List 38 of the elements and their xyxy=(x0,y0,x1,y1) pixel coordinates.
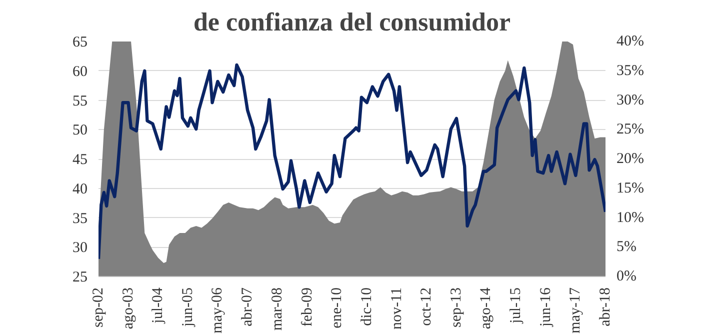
y2-tick-label: 0% xyxy=(616,268,636,284)
y2-tick-label: 40% xyxy=(616,34,644,50)
x-tick-label: ago-03 xyxy=(120,287,136,330)
chart-title: de confianza del consumidor xyxy=(193,8,511,36)
y2-tick-label: 35% xyxy=(616,62,644,79)
x-tick-label: may-17 xyxy=(568,287,584,334)
x-tick-label: ene-10 xyxy=(329,288,346,328)
y2-tick-label: 30% xyxy=(616,92,644,108)
x-tick-label: sep-13 xyxy=(448,287,464,328)
y-tick-label: 65 xyxy=(72,34,88,50)
x-tick-label: ago-14 xyxy=(478,287,494,330)
x-tick-label: abr-07 xyxy=(240,287,256,326)
y2-tick-label: 20% xyxy=(616,151,644,167)
y-tick-label: 50 xyxy=(72,122,88,139)
x-tick-label: may-06 xyxy=(210,287,226,334)
x-tick-label: jul-15 xyxy=(508,287,524,324)
y2-tick-label: 5% xyxy=(616,239,636,256)
x-tick-label: feb-09 xyxy=(299,287,316,327)
y-tick-label: 35 xyxy=(72,210,88,227)
y-tick-label: 60 xyxy=(72,64,88,80)
x-tick-label: sep-02 xyxy=(90,287,106,328)
y-tick-label: 45 xyxy=(72,152,88,168)
line-series xyxy=(98,63,606,260)
y-tick-label: 25 xyxy=(72,270,88,286)
x-tick-label: abr-18 xyxy=(598,287,614,326)
y-tick-label: 40 xyxy=(72,181,88,198)
x-tick-label: jun-05 xyxy=(180,287,196,328)
x-tick-label: jun-16 xyxy=(538,287,554,328)
y2-tick-label: 10% xyxy=(616,210,644,226)
x-tick-label: mar-08 xyxy=(269,288,286,331)
x-tick-label: jul-04 xyxy=(150,287,166,324)
y-tick-label: 55 xyxy=(72,93,88,110)
x-tick-label: dic-10 xyxy=(358,287,375,326)
x-tick-label: nov-11 xyxy=(388,287,405,330)
y-tick-label: 30 xyxy=(72,240,88,256)
y2-tick-label: 25% xyxy=(616,122,644,138)
y2-tick-label: 15% xyxy=(616,180,644,196)
x-tick-label: oct-12 xyxy=(418,287,435,326)
